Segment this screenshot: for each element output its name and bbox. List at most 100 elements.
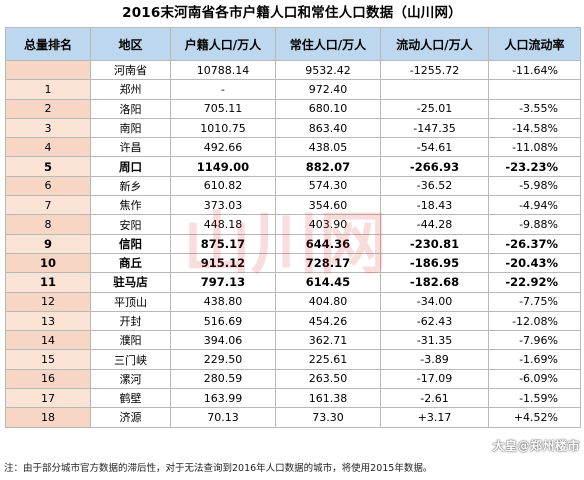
cell-rate: -5.98% bbox=[488, 175, 581, 197]
cell-rate bbox=[488, 79, 581, 100]
cell-rank: 13 bbox=[5, 310, 91, 332]
table-row: 16 漯河 280.59 263.50 -17.09 -6.09% bbox=[5, 368, 581, 390]
cell-rate: -9.88% bbox=[488, 214, 581, 235]
source-logo: 大皇@郑州楼市 bbox=[492, 439, 580, 453]
cell-rate: -23.23% bbox=[488, 156, 581, 177]
table-row: 6 新乡 610.82 574.30 -36.52 -5.98% bbox=[5, 175, 581, 197]
cell-liudong: -266.93 bbox=[380, 156, 489, 177]
cell-liudong: -1255.72 bbox=[380, 59, 489, 81]
cell-huji: 10788.14 bbox=[170, 59, 276, 81]
table-row: 3 南阳 1010.75 863.40 -147.35 -14.58% bbox=[5, 117, 581, 139]
cell-huji: 394.06 bbox=[170, 330, 276, 351]
cell-huji: 1149.00 bbox=[170, 156, 276, 177]
cell-liudong: -186.95 bbox=[380, 252, 489, 274]
table-row: 11 驻马店 797.13 614.45 -182.68 -22.92% bbox=[5, 272, 581, 293]
cell-liudong bbox=[380, 79, 489, 100]
cell-changzhu: 728.17 bbox=[275, 252, 381, 274]
cell-huji: 448.18 bbox=[170, 214, 276, 235]
cell-changzhu: 614.45 bbox=[275, 272, 381, 293]
cell-huji: 1010.75 bbox=[170, 117, 276, 139]
cell-rank: 10 bbox=[5, 252, 91, 274]
table-row: 12 平顶山 438.80 404.80 -34.00 -7.75% bbox=[5, 291, 581, 312]
cell-changzhu: 9532.42 bbox=[275, 59, 381, 81]
cell-liudong: -34.00 bbox=[380, 291, 489, 312]
cell-changzhu: 644.36 bbox=[275, 233, 381, 254]
cell-huji: 705.11 bbox=[170, 98, 276, 119]
table-header-row: 总量排名 地区 户籍人口/万人 常住人口/万人 流动人口/万人 人口流动率 bbox=[5, 27, 581, 61]
cell-huji: 797.13 bbox=[170, 272, 276, 293]
cell-city: 焦作 bbox=[90, 195, 171, 216]
cell-rate: -1.59% bbox=[488, 388, 581, 409]
table-row: 河南省 10788.14 9532.42 -1255.72 -11.64% bbox=[5, 59, 581, 81]
cell-changzhu: 882.07 bbox=[275, 156, 381, 177]
cell-city: 商丘 bbox=[90, 252, 171, 274]
header-liudong: 流动人口/万人 bbox=[380, 27, 489, 61]
cell-huji: 373.03 bbox=[170, 195, 276, 216]
table-row: 4 许昌 492.66 438.05 -54.61 -11.08% bbox=[5, 137, 581, 158]
cell-rate: -7.75% bbox=[488, 291, 581, 312]
cell-rank: 17 bbox=[5, 388, 91, 409]
cell-huji: 516.69 bbox=[170, 310, 276, 332]
cell-changzhu: 225.61 bbox=[275, 349, 381, 370]
cell-liudong: -62.43 bbox=[380, 310, 489, 332]
cell-liudong: -230.81 bbox=[380, 233, 489, 254]
header-huji: 户籍人口/万人 bbox=[170, 27, 276, 61]
cell-liudong: -31.35 bbox=[380, 330, 489, 351]
cell-liudong: -44.28 bbox=[380, 214, 489, 235]
cell-rank: 11 bbox=[5, 272, 91, 293]
cell-liudong: -182.68 bbox=[380, 272, 489, 293]
cell-city: 南阳 bbox=[90, 117, 171, 139]
population-table: 总量排名 地区 户籍人口/万人 常住人口/万人 流动人口/万人 人口流动率 河南… bbox=[5, 27, 581, 428]
cell-huji: - bbox=[170, 79, 276, 100]
cell-liudong: -147.35 bbox=[380, 117, 489, 139]
table-row: 9 信阳 875.17 644.36 -230.81 -26.37% bbox=[5, 233, 581, 254]
cell-city: 鹤壁 bbox=[90, 388, 171, 409]
cell-rank: 8 bbox=[5, 214, 91, 235]
cell-huji: 875.17 bbox=[170, 233, 276, 254]
cell-rate: -1.69% bbox=[488, 349, 581, 370]
cell-rate: +4.52% bbox=[488, 407, 581, 428]
cell-city: 平顶山 bbox=[90, 291, 171, 312]
cell-city: 河南省 bbox=[90, 59, 171, 81]
table-row: 14 濮阳 394.06 362.71 -31.35 -7.96% bbox=[5, 330, 581, 351]
cell-rank: 7 bbox=[5, 195, 91, 216]
cell-liudong: -2.61 bbox=[380, 388, 489, 409]
cell-rank bbox=[5, 59, 91, 81]
cell-huji: 610.82 bbox=[170, 175, 276, 197]
cell-rank: 2 bbox=[5, 98, 91, 119]
table-row: 5 周口 1149.00 882.07 -266.93 -23.23% bbox=[5, 156, 581, 177]
cell-rank: 5 bbox=[5, 156, 91, 177]
cell-rate: -11.64% bbox=[488, 59, 581, 81]
cell-huji: 438.80 bbox=[170, 291, 276, 312]
cell-city: 洛阳 bbox=[90, 98, 171, 119]
cell-huji: 163.99 bbox=[170, 388, 276, 409]
cell-liudong: -18.43 bbox=[380, 195, 489, 216]
cell-city: 新乡 bbox=[90, 175, 171, 197]
footnote: 注：由于部分城市官方数据的滞后性，对于无法查询到2016年人口数据的城市，将使用… bbox=[4, 463, 433, 474]
cell-changzhu: 680.10 bbox=[275, 98, 381, 119]
cell-rank: 6 bbox=[5, 175, 91, 197]
cell-changzhu: 73.30 bbox=[275, 407, 381, 428]
cell-rate: -12.08% bbox=[488, 310, 581, 332]
table-row: 1 郑州 -972.40 bbox=[5, 79, 581, 100]
cell-city: 开封 bbox=[90, 310, 171, 332]
table-row: 15 三门峡 229.50 225.61 -3.89 -1.69% bbox=[5, 349, 581, 370]
cell-rank: 18 bbox=[5, 407, 91, 428]
cell-rate: -6.09% bbox=[488, 368, 581, 390]
cell-changzhu: 362.71 bbox=[275, 330, 381, 351]
cell-liudong: -54.61 bbox=[380, 137, 489, 158]
cell-changzhu: 263.50 bbox=[275, 368, 381, 390]
cell-rate: -7.96% bbox=[488, 330, 581, 351]
cell-rank: 9 bbox=[5, 233, 91, 254]
cell-huji: 492.66 bbox=[170, 137, 276, 158]
cell-city: 三门峡 bbox=[90, 349, 171, 370]
cell-city: 周口 bbox=[90, 156, 171, 177]
cell-changzhu: 404.80 bbox=[275, 291, 381, 312]
table-row: 8 安阳 448.18 403.90 -44.28 -9.88% bbox=[5, 214, 581, 235]
cell-changzhu: 972.40 bbox=[275, 79, 381, 100]
cell-rate: -14.58% bbox=[488, 117, 581, 139]
cell-rank: 4 bbox=[5, 137, 91, 158]
cell-city: 郑州 bbox=[90, 79, 171, 100]
cell-rank: 14 bbox=[5, 330, 91, 351]
cell-rate: -26.37% bbox=[488, 233, 581, 254]
